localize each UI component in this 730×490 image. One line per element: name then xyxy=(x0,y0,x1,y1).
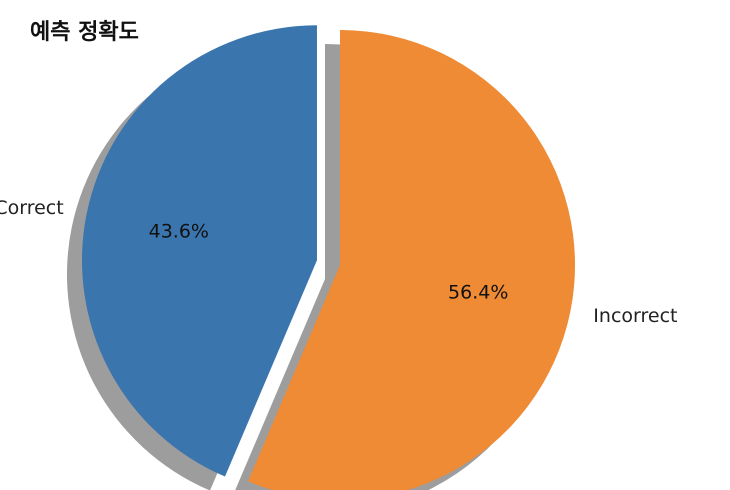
slice-incorrect xyxy=(248,30,575,490)
pie-slices xyxy=(81,25,575,490)
chart-title: 예측 정확도 xyxy=(30,20,139,45)
slice-correct xyxy=(81,25,317,477)
category-label-incorrect: Incorrect xyxy=(593,305,677,327)
category-label-correct: Correct xyxy=(0,197,64,219)
pie-labels: 43.6% Correct 56.4% Incorrect xyxy=(0,197,677,327)
pct-label-correct: 43.6% xyxy=(149,221,209,243)
pct-label-incorrect: 56.4% xyxy=(448,282,508,304)
